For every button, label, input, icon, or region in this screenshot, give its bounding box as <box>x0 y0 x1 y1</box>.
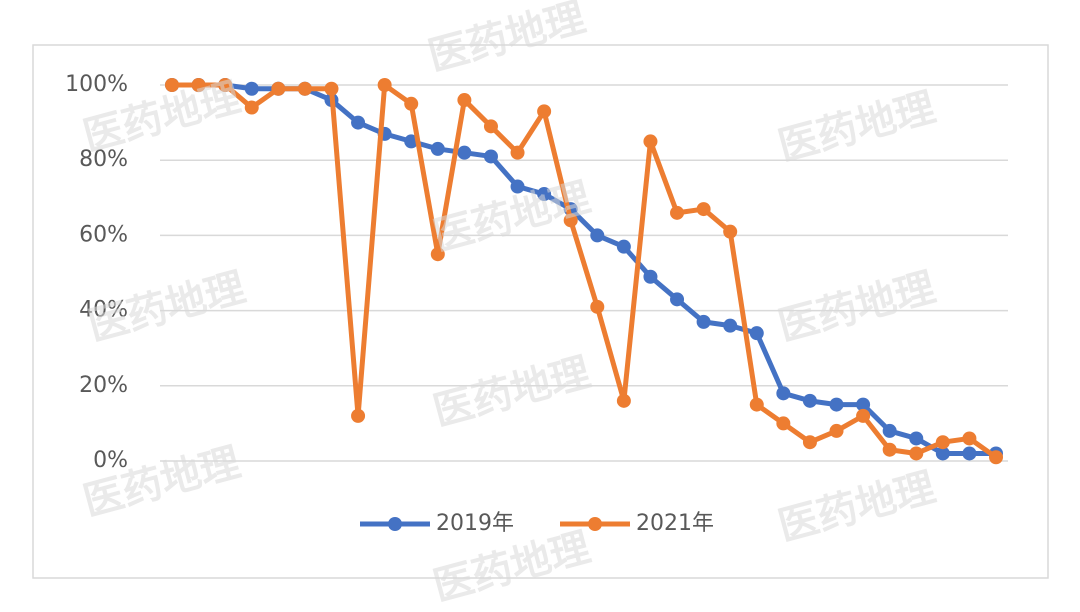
data-point <box>510 179 525 194</box>
data-point <box>537 104 552 119</box>
data-point <box>935 435 950 450</box>
data-point <box>670 292 685 307</box>
data-point <box>324 81 339 96</box>
data-point <box>670 205 685 220</box>
data-point <box>829 397 844 412</box>
data-point <box>590 299 605 314</box>
data-point <box>643 269 658 284</box>
data-point <box>351 408 366 423</box>
data-point <box>351 115 366 130</box>
legend-label: 2019年 <box>436 511 514 536</box>
data-point <box>723 318 738 333</box>
data-point <box>856 408 871 423</box>
data-point <box>802 393 817 408</box>
data-point <box>749 326 764 341</box>
data-point <box>749 397 764 412</box>
data-point <box>882 423 897 438</box>
data-point <box>218 78 233 92</box>
data-point <box>483 149 498 164</box>
data-point <box>430 141 445 156</box>
chart-frame <box>32 44 1049 579</box>
data-point <box>377 78 392 92</box>
legend-marker <box>588 517 602 531</box>
data-point <box>404 96 419 111</box>
data-point <box>297 81 312 96</box>
plot-area <box>165 78 1003 465</box>
data-point <box>244 81 259 96</box>
data-point <box>962 431 977 446</box>
data-point <box>244 100 259 115</box>
data-point <box>191 78 206 92</box>
data-point <box>537 187 552 202</box>
data-point <box>829 423 844 438</box>
data-point <box>935 446 950 461</box>
data-point <box>616 393 631 408</box>
data-point <box>856 397 871 412</box>
data-point <box>457 145 472 160</box>
data-point <box>802 435 817 450</box>
data-point <box>590 228 605 243</box>
data-point <box>271 81 286 96</box>
data-point <box>776 386 791 401</box>
data-point <box>962 446 977 461</box>
y-tick-label: 100% <box>65 72 128 97</box>
data-point <box>510 145 525 160</box>
data-point <box>989 450 1003 465</box>
data-point <box>909 431 924 446</box>
legend-marker <box>388 517 402 531</box>
data-point <box>616 239 631 254</box>
data-point <box>483 119 498 134</box>
data-point <box>882 442 897 457</box>
data-point <box>457 93 472 108</box>
data-point <box>696 314 711 329</box>
legend-label: 2021年 <box>636 511 714 536</box>
legend: 2019年 2021年 <box>360 511 714 536</box>
y-tick-label: 80% <box>79 147 128 172</box>
y-tick-label: 20% <box>79 373 128 398</box>
data-point <box>430 247 445 262</box>
data-point <box>643 134 658 149</box>
y-tick-label: 0% <box>93 448 128 473</box>
y-tick-label: 60% <box>79 222 128 247</box>
y-tick-label: 40% <box>79 298 128 323</box>
data-point <box>909 446 924 461</box>
data-point <box>776 416 791 431</box>
data-point <box>165 78 179 92</box>
data-point <box>723 224 738 239</box>
data-point <box>696 202 711 217</box>
data-point <box>563 213 578 228</box>
